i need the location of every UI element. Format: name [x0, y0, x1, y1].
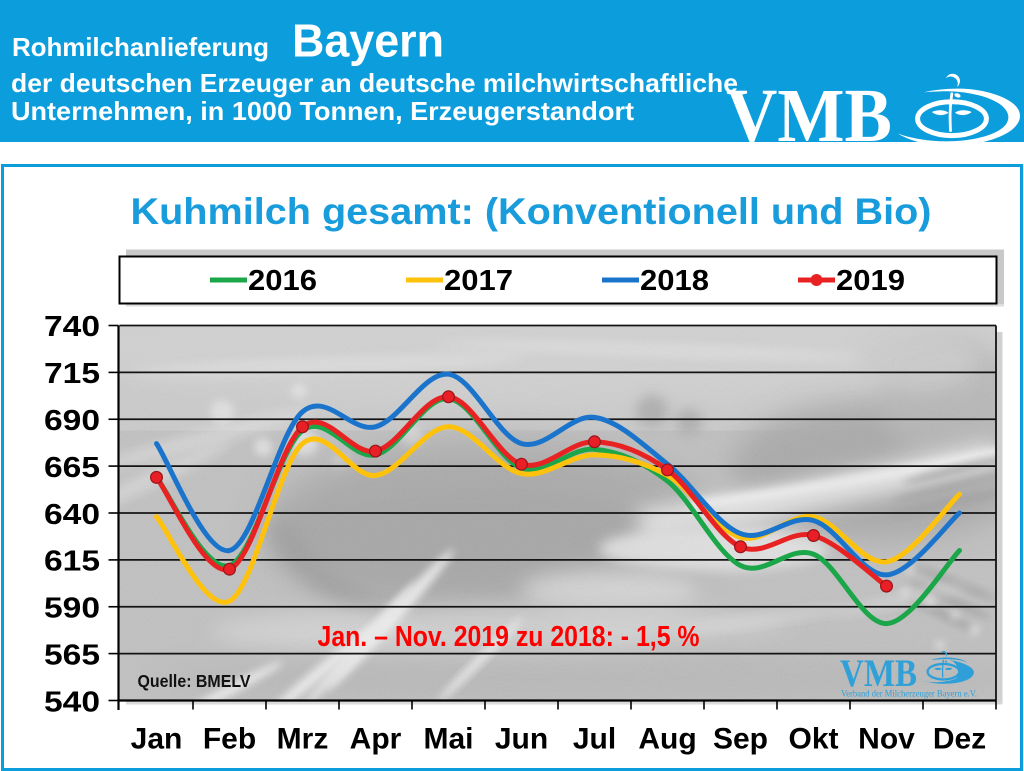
- svg-text:740: 740: [44, 311, 100, 343]
- svg-text:2018: 2018: [640, 265, 709, 297]
- svg-text:Kuhmilch gesamt: (Konventionel: Kuhmilch gesamt: (Konventionell und Bio): [131, 191, 932, 232]
- svg-text:Feb: Feb: [203, 723, 256, 756]
- svg-text:Jan. – Nov. 2019 zu 2018: - 1,: Jan. – Nov. 2019 zu 2018: - 1,5 %: [318, 621, 700, 653]
- svg-text:Verband der Milcherzeuger Baye: Verband der Milcherzeuger Bayern e.V.: [841, 689, 977, 699]
- svg-text:Mrz: Mrz: [277, 723, 329, 756]
- svg-text:Mai: Mai: [423, 723, 473, 756]
- svg-text:Rohmilchanlieferung: Rohmilchanlieferung: [12, 32, 269, 62]
- svg-text:Nov: Nov: [858, 723, 915, 756]
- svg-text:VMB: VMB: [726, 74, 892, 158]
- svg-text:Quelle: BMELV: Quelle: BMELV: [138, 671, 251, 691]
- svg-text:Jan: Jan: [131, 723, 183, 756]
- svg-text:Bayern: Bayern: [292, 15, 444, 67]
- svg-text:665: 665: [44, 452, 100, 484]
- svg-text:565: 565: [44, 640, 100, 672]
- svg-text:Jun: Jun: [495, 723, 548, 756]
- svg-text:Okt: Okt: [788, 723, 838, 756]
- svg-text:590: 590: [44, 593, 100, 625]
- svg-text:VMB: VMB: [840, 652, 917, 695]
- svg-text:Unternehmen, in 1000 Tonnen, E: Unternehmen, in 1000 Tonnen, Erzeugersta…: [11, 96, 634, 126]
- svg-text:Jul: Jul: [573, 723, 616, 756]
- svg-text:Aug: Aug: [638, 723, 696, 756]
- svg-text:715: 715: [44, 358, 100, 390]
- svg-text:2019: 2019: [836, 265, 905, 297]
- svg-text:Dez: Dez: [933, 723, 986, 756]
- svg-text:2017: 2017: [444, 265, 513, 297]
- svg-text:Apr: Apr: [350, 723, 402, 756]
- svg-text:640: 640: [44, 499, 100, 531]
- svg-text:690: 690: [44, 405, 100, 437]
- svg-text:Sep: Sep: [713, 723, 768, 756]
- svg-text:540: 540: [44, 687, 100, 719]
- svg-text:2016: 2016: [248, 265, 317, 297]
- svg-text:615: 615: [44, 546, 100, 578]
- svg-text:der deutschen Erzeuger an deut: der deutschen Erzeuger an deutsche milch…: [11, 68, 738, 98]
